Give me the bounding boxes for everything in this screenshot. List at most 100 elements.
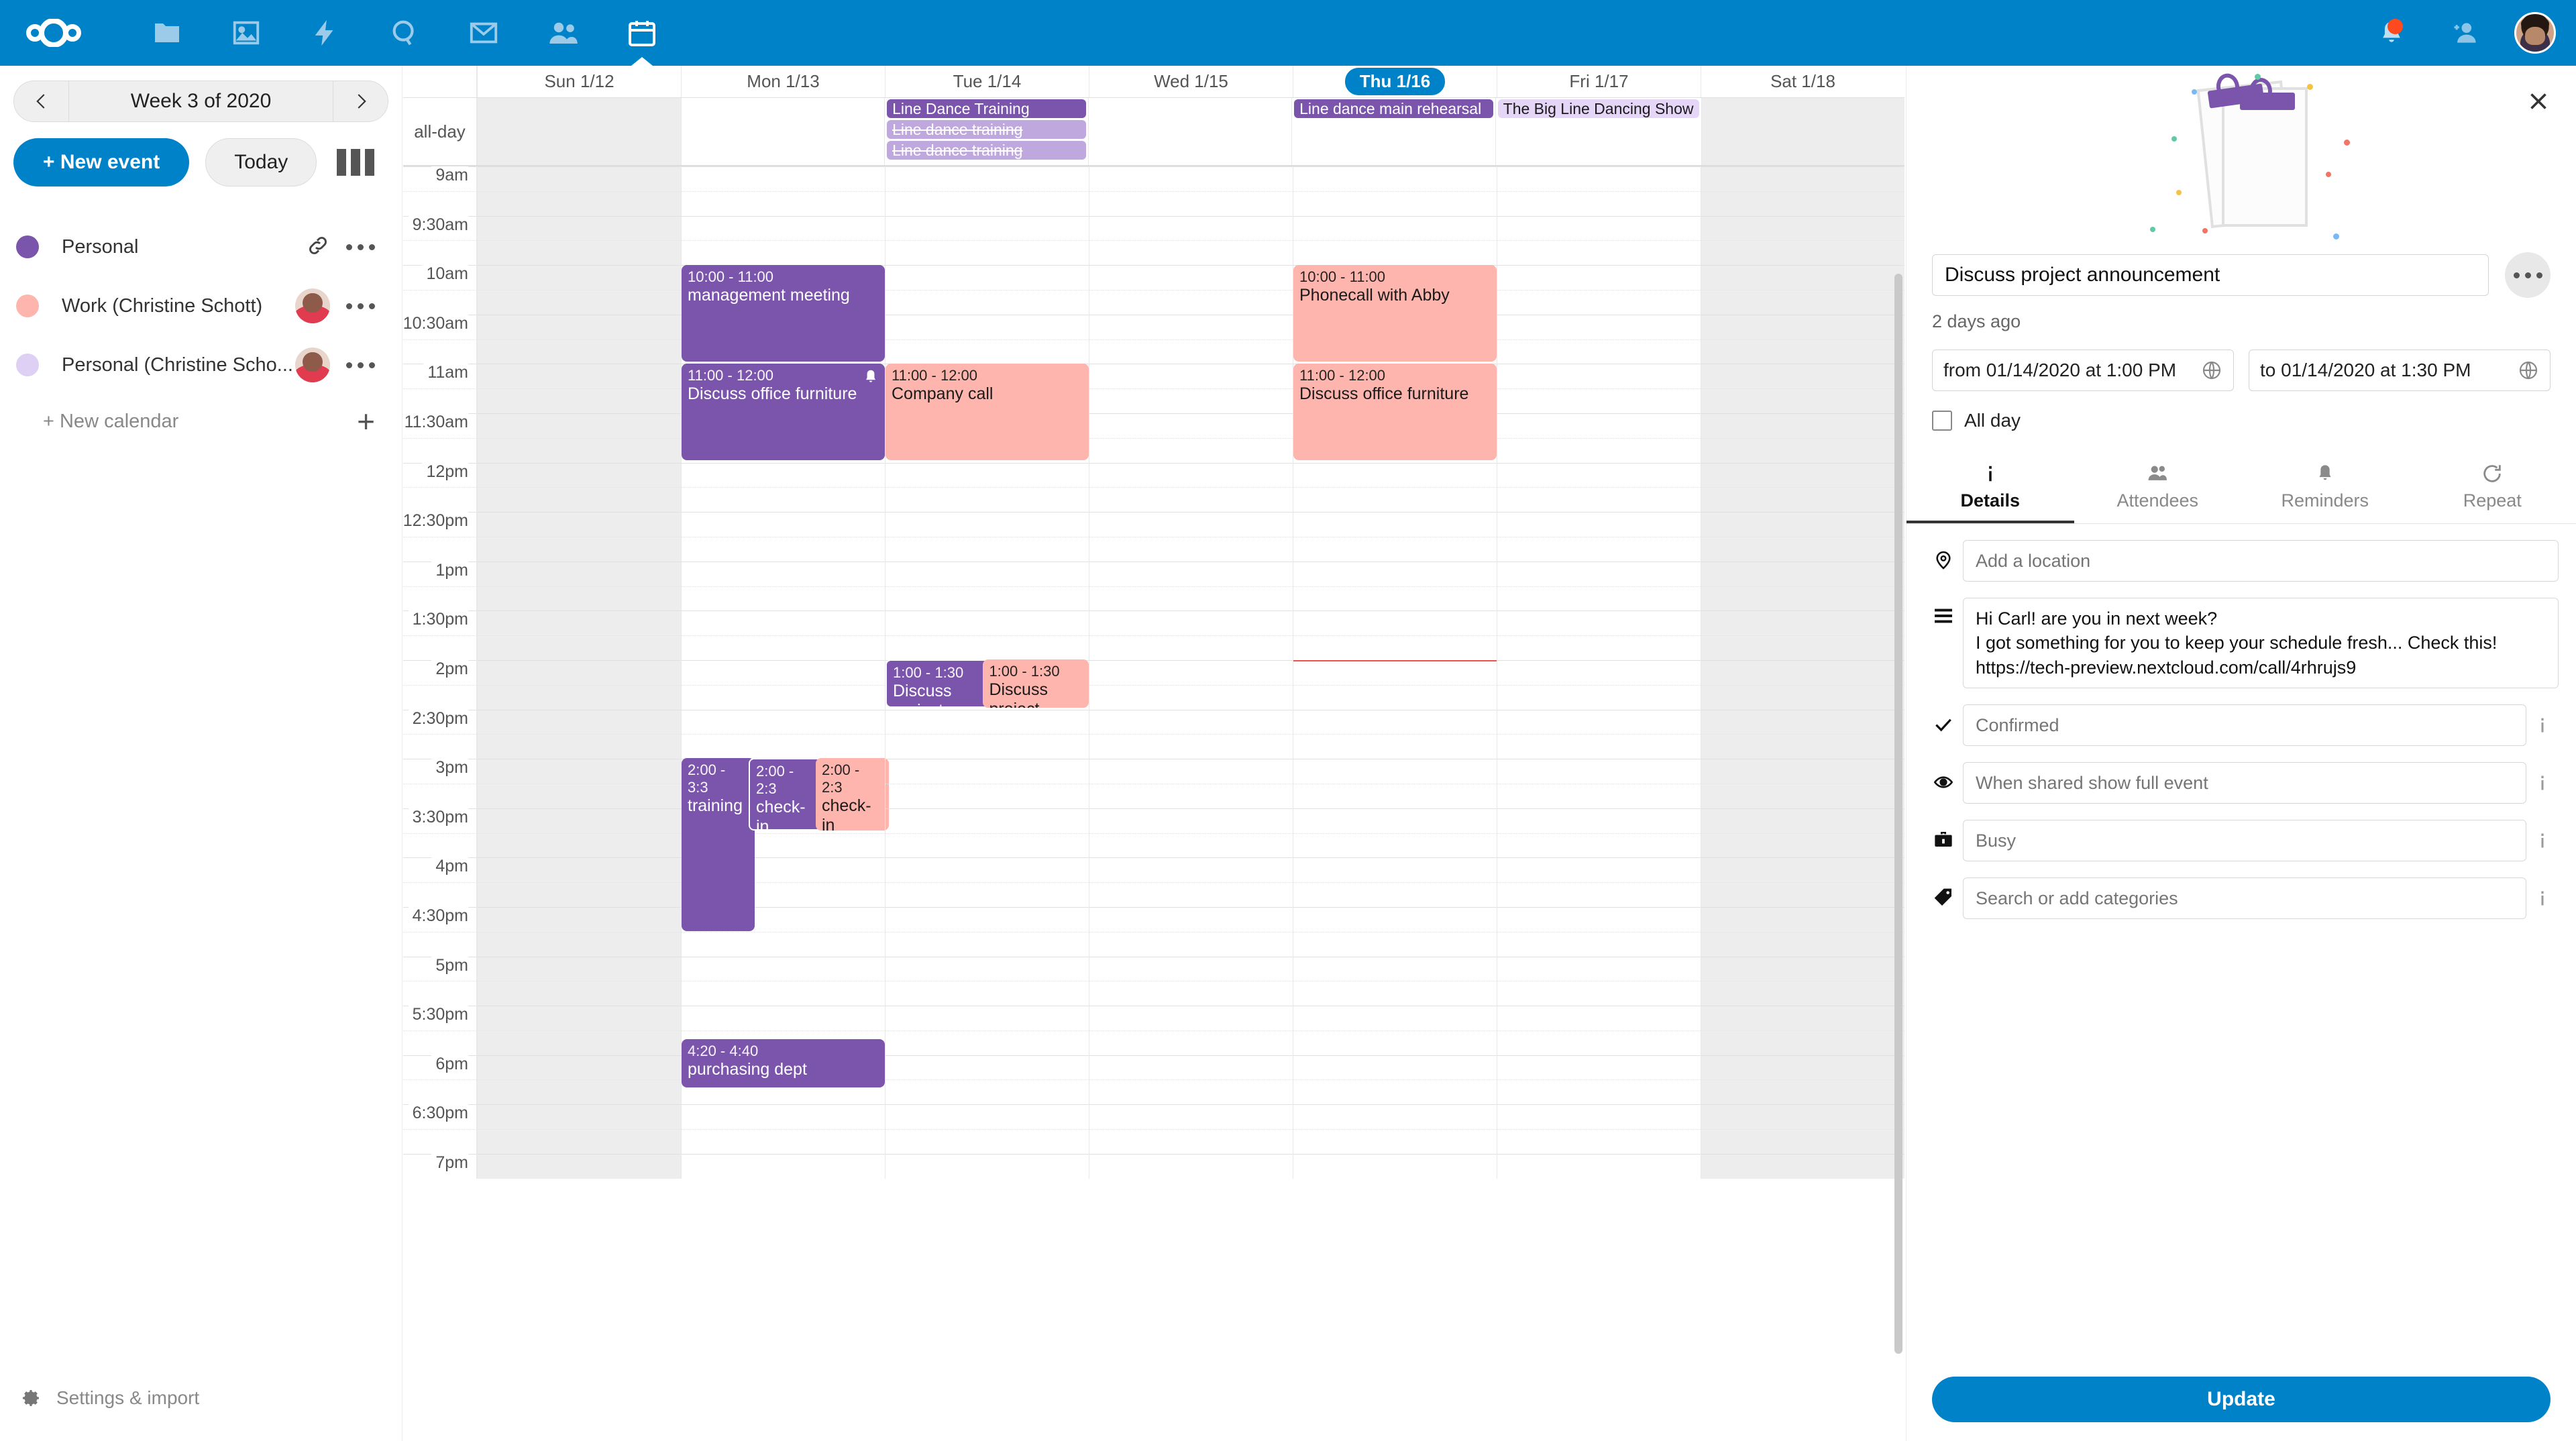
grid-slot[interactable] — [1293, 536, 1497, 562]
grid-slot[interactable] — [1293, 684, 1497, 710]
grid-slot[interactable] — [1497, 191, 1701, 216]
grid-slot[interactable] — [1497, 265, 1701, 290]
grid-slot[interactable] — [1089, 1030, 1293, 1055]
grid-slot[interactable] — [1497, 610, 1701, 635]
grid-slot[interactable] — [885, 981, 1089, 1006]
grid-slot[interactable] — [682, 882, 885, 907]
photos-icon[interactable] — [207, 0, 286, 66]
grid-slot[interactable] — [1293, 1055, 1497, 1080]
tab-details[interactable]: Details — [1907, 454, 2074, 523]
grid-slot[interactable] — [1089, 759, 1293, 784]
grid-slot[interactable] — [1293, 1104, 1497, 1129]
grid-slot[interactable] — [1701, 857, 1904, 882]
all-day-event[interactable]: Line dance main rehearsal — [1294, 99, 1493, 118]
grid-slot[interactable] — [1701, 610, 1904, 635]
calendar-menu-icon[interactable] — [346, 244, 375, 250]
grid-slot[interactable] — [682, 536, 885, 562]
grid-slot[interactable] — [1701, 709, 1904, 735]
grid-slot[interactable] — [885, 759, 1089, 784]
calendar-event[interactable]: 2:00 - 2:3 check-in — [748, 758, 822, 831]
tab-attendees[interactable]: Attendees — [2074, 454, 2242, 523]
grid-slot[interactable] — [1701, 1153, 1904, 1179]
grid-slot[interactable] — [1497, 808, 1701, 833]
grid-slot[interactable] — [885, 857, 1089, 882]
calendar-item-personal-christine-schott[interactable]: Personal (Christine Scho... — [0, 335, 402, 394]
grid-slot[interactable] — [1701, 512, 1904, 537]
grid-slot[interactable] — [1497, 1104, 1701, 1129]
calendar-item-personal[interactable]: Personal — [0, 217, 402, 276]
all-day-cell-sat[interactable] — [1701, 98, 1904, 165]
contacts-icon[interactable] — [523, 0, 602, 66]
grid-slot[interactable] — [885, 906, 1089, 932]
grid-slot[interactable] — [1497, 289, 1701, 315]
contacts-menu-icon[interactable] — [2428, 0, 2502, 66]
tab-reminders[interactable]: Reminders — [2241, 454, 2409, 523]
info-icon[interactable] — [2526, 704, 2559, 735]
grid-slot[interactable] — [682, 512, 885, 537]
grid-slot[interactable] — [1089, 684, 1293, 710]
grid-slot[interactable] — [1497, 1079, 1701, 1104]
calendar-event[interactable]: 11:00 - 12:00 Company call — [885, 364, 1089, 460]
grid-slot[interactable] — [1293, 931, 1497, 957]
grid-slot[interactable] — [1293, 659, 1497, 685]
grid-slot[interactable] — [1497, 512, 1701, 537]
grid-slot[interactable] — [885, 1006, 1089, 1030]
description-input[interactable]: Hi Carl! are you in next week? I got som… — [1963, 598, 2559, 688]
grid-slot[interactable] — [1293, 857, 1497, 882]
grid-slot[interactable] — [1293, 808, 1497, 833]
day-header-sun[interactable]: Sun 1/12 — [477, 66, 681, 97]
grid-slot[interactable] — [885, 734, 1089, 759]
grid-slot[interactable] — [682, 1104, 885, 1129]
more-actions-icon[interactable] — [2505, 252, 2551, 298]
grid-slot[interactable] — [682, 857, 885, 882]
grid-slot[interactable] — [1089, 857, 1293, 882]
calendar-menu-icon[interactable] — [346, 303, 375, 309]
grid-slot[interactable] — [478, 215, 681, 241]
grid-slot[interactable] — [1701, 931, 1904, 957]
grid-slot[interactable] — [1497, 462, 1701, 488]
grid-slot[interactable] — [478, 561, 681, 586]
grid-slot[interactable] — [1089, 586, 1293, 611]
grid-slot[interactable] — [1701, 561, 1904, 586]
grid-slot[interactable] — [1293, 635, 1497, 660]
grid-slot[interactable] — [885, 191, 1089, 216]
grid-slot[interactable] — [1089, 265, 1293, 290]
grid-slot[interactable] — [478, 314, 681, 339]
grid-slot[interactable] — [1089, 289, 1293, 315]
categories-input[interactable] — [1963, 877, 2526, 920]
grid-slot[interactable] — [478, 635, 681, 660]
grid-slot[interactable] — [1089, 734, 1293, 759]
files-icon[interactable] — [127, 0, 207, 66]
grid-slot[interactable] — [1701, 1079, 1904, 1104]
grid-slot[interactable] — [1701, 882, 1904, 907]
grid-slot[interactable] — [1701, 462, 1904, 488]
grid-slot[interactable] — [1701, 833, 1904, 858]
grid-slot[interactable] — [885, 833, 1089, 858]
grid-slot[interactable] — [1497, 709, 1701, 735]
grid-slot[interactable] — [1293, 759, 1497, 784]
grid-slot[interactable] — [1293, 166, 1497, 191]
grid-slot[interactable] — [478, 956, 681, 981]
day-column-wed[interactable] — [1089, 166, 1293, 1179]
calendar-event[interactable]: 2:00 - 3:3 training — [682, 758, 755, 931]
grid-slot[interactable] — [1701, 437, 1904, 463]
grid-slot[interactable] — [1089, 1153, 1293, 1179]
grid-slot[interactable] — [478, 1104, 681, 1129]
all-day-event[interactable]: Line dance training — [887, 141, 1086, 160]
grid-slot[interactable] — [682, 1153, 885, 1179]
grid-slot[interactable] — [1089, 215, 1293, 241]
grid-slot[interactable] — [885, 1129, 1089, 1154]
calendar-item-work-christine-schott[interactable]: Work (Christine Schott) — [0, 276, 402, 335]
search-icon[interactable] — [365, 0, 444, 66]
grid-slot[interactable] — [1089, 808, 1293, 833]
grid-slot[interactable] — [1293, 783, 1497, 808]
grid-slot[interactable] — [1497, 339, 1701, 364]
grid-slot[interactable] — [1293, 981, 1497, 1006]
grid-slot[interactable] — [478, 388, 681, 413]
calendar-menu-icon[interactable] — [346, 362, 375, 368]
columns-view-icon[interactable] — [337, 149, 375, 176]
grid-slot[interactable] — [1293, 586, 1497, 611]
grid-slot[interactable] — [1497, 783, 1701, 808]
day-column-fri[interactable] — [1497, 166, 1701, 1179]
grid-slot[interactable] — [478, 512, 681, 537]
